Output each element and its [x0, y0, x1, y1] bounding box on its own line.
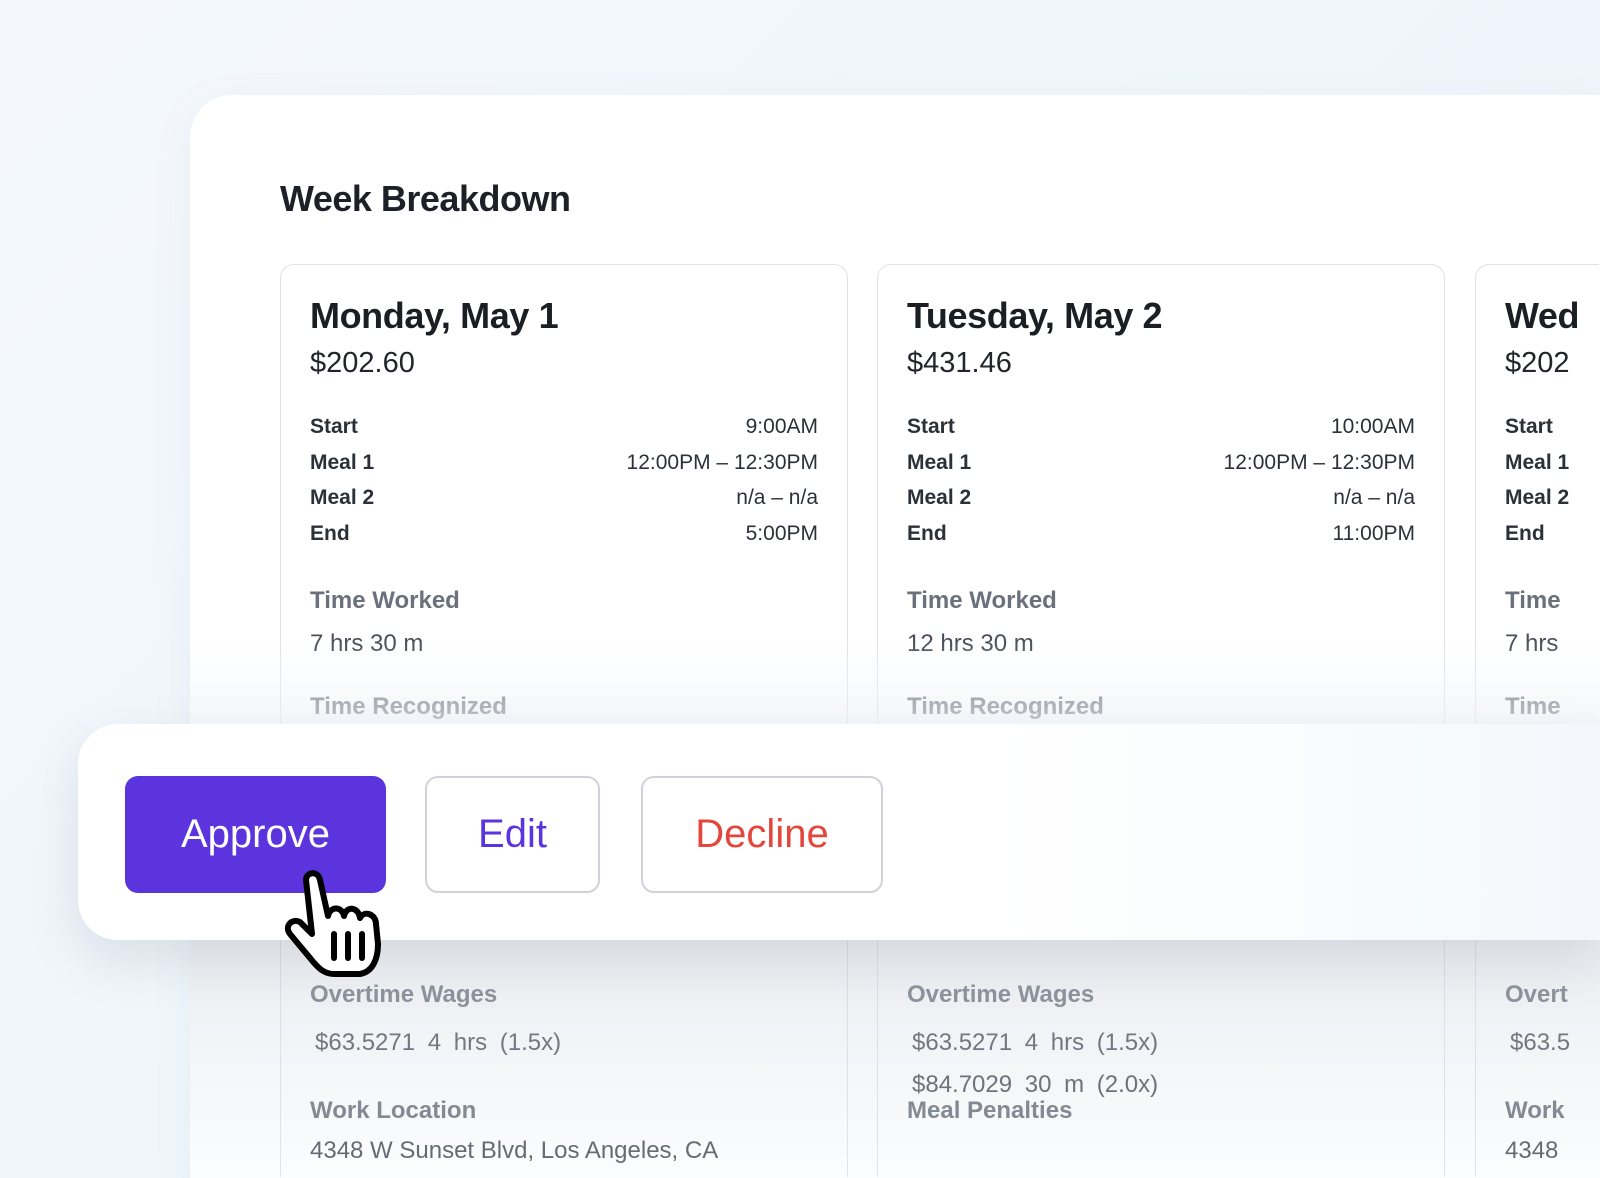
section-label: Work: [1505, 1097, 1565, 1125]
day-total: $202.60: [310, 347, 415, 379]
time-row-value: 12:00PM – 12:30PM: [1223, 450, 1415, 474]
overtime-wage-line: $63.5: [1510, 1029, 1570, 1057]
time-row-label: Meal 2: [907, 486, 972, 509]
time-row-label: End: [310, 521, 350, 545]
time-row-label: Meal 1: [1505, 450, 1570, 474]
section-value: 4348: [1505, 1137, 1558, 1165]
day-total: $431.46: [907, 347, 1012, 379]
section-label: Meal Penalties: [907, 1097, 1072, 1125]
time-worked-label: Time Worked: [907, 587, 1057, 614]
section-value: 4348 W Sunset Blvd, Los Angeles, CA: [310, 1137, 718, 1165]
time-row-label: Meal 2: [310, 486, 375, 509]
time-row-label: Meal 1: [310, 450, 375, 474]
week-breakdown-panel: [190, 95, 1600, 1178]
time-row-value: 12:00PM – 12:30PM: [626, 450, 818, 474]
fade-overlay: [190, 640, 1600, 730]
day-total: $202: [1505, 347, 1570, 379]
overtime-wages-label: Overtime Wages: [310, 981, 497, 1009]
time-row-label: End: [1505, 521, 1545, 545]
overtime-wages-label: Overtime Wages: [907, 981, 1094, 1009]
overtime-wage-line: $63.5271 4 hrs (1.5x): [912, 1029, 1158, 1057]
time-row-label: Meal 1: [907, 450, 972, 474]
page-title: Week Breakdown: [280, 178, 571, 219]
section-label: Work Location: [310, 1097, 476, 1125]
pointing-hand-cursor-icon: [284, 870, 381, 977]
day-title: Tuesday, May 2: [907, 295, 1163, 336]
time-row-value: n/a – n/a: [736, 486, 818, 509]
time-row-label: Start: [310, 415, 358, 438]
overtime-wage-line: $84.7029 30 m (2.0x): [912, 1071, 1158, 1099]
overtime-wage-line: $63.5271 4 hrs (1.5x): [315, 1029, 561, 1057]
time-worked-label: Time: [1505, 587, 1561, 614]
edit-button[interactable]: Edit: [425, 776, 600, 893]
shadow-overlay: [190, 940, 1600, 1178]
time-row-value: 9:00AM: [745, 415, 818, 438]
decline-button[interactable]: Decline: [641, 776, 883, 893]
time-row-value: n/a – n/a: [1333, 486, 1415, 509]
time-row-label: Start: [1505, 415, 1553, 438]
time-row-label: Meal 2: [1505, 486, 1570, 509]
approve-button[interactable]: Approve: [125, 776, 386, 893]
day-title: Monday, May 1: [310, 295, 559, 336]
day-title: Wed: [1505, 295, 1580, 336]
time-worked-label: Time Worked: [310, 587, 460, 614]
time-row-label: Start: [907, 415, 955, 438]
time-row-value: 10:00AM: [1330, 415, 1415, 438]
overtime-wages-label: Overt: [1505, 981, 1568, 1009]
time-row-label: End: [907, 521, 947, 545]
time-row-value: 5:00PM: [745, 521, 818, 545]
time-row-value: 11:00PM: [1332, 521, 1416, 545]
